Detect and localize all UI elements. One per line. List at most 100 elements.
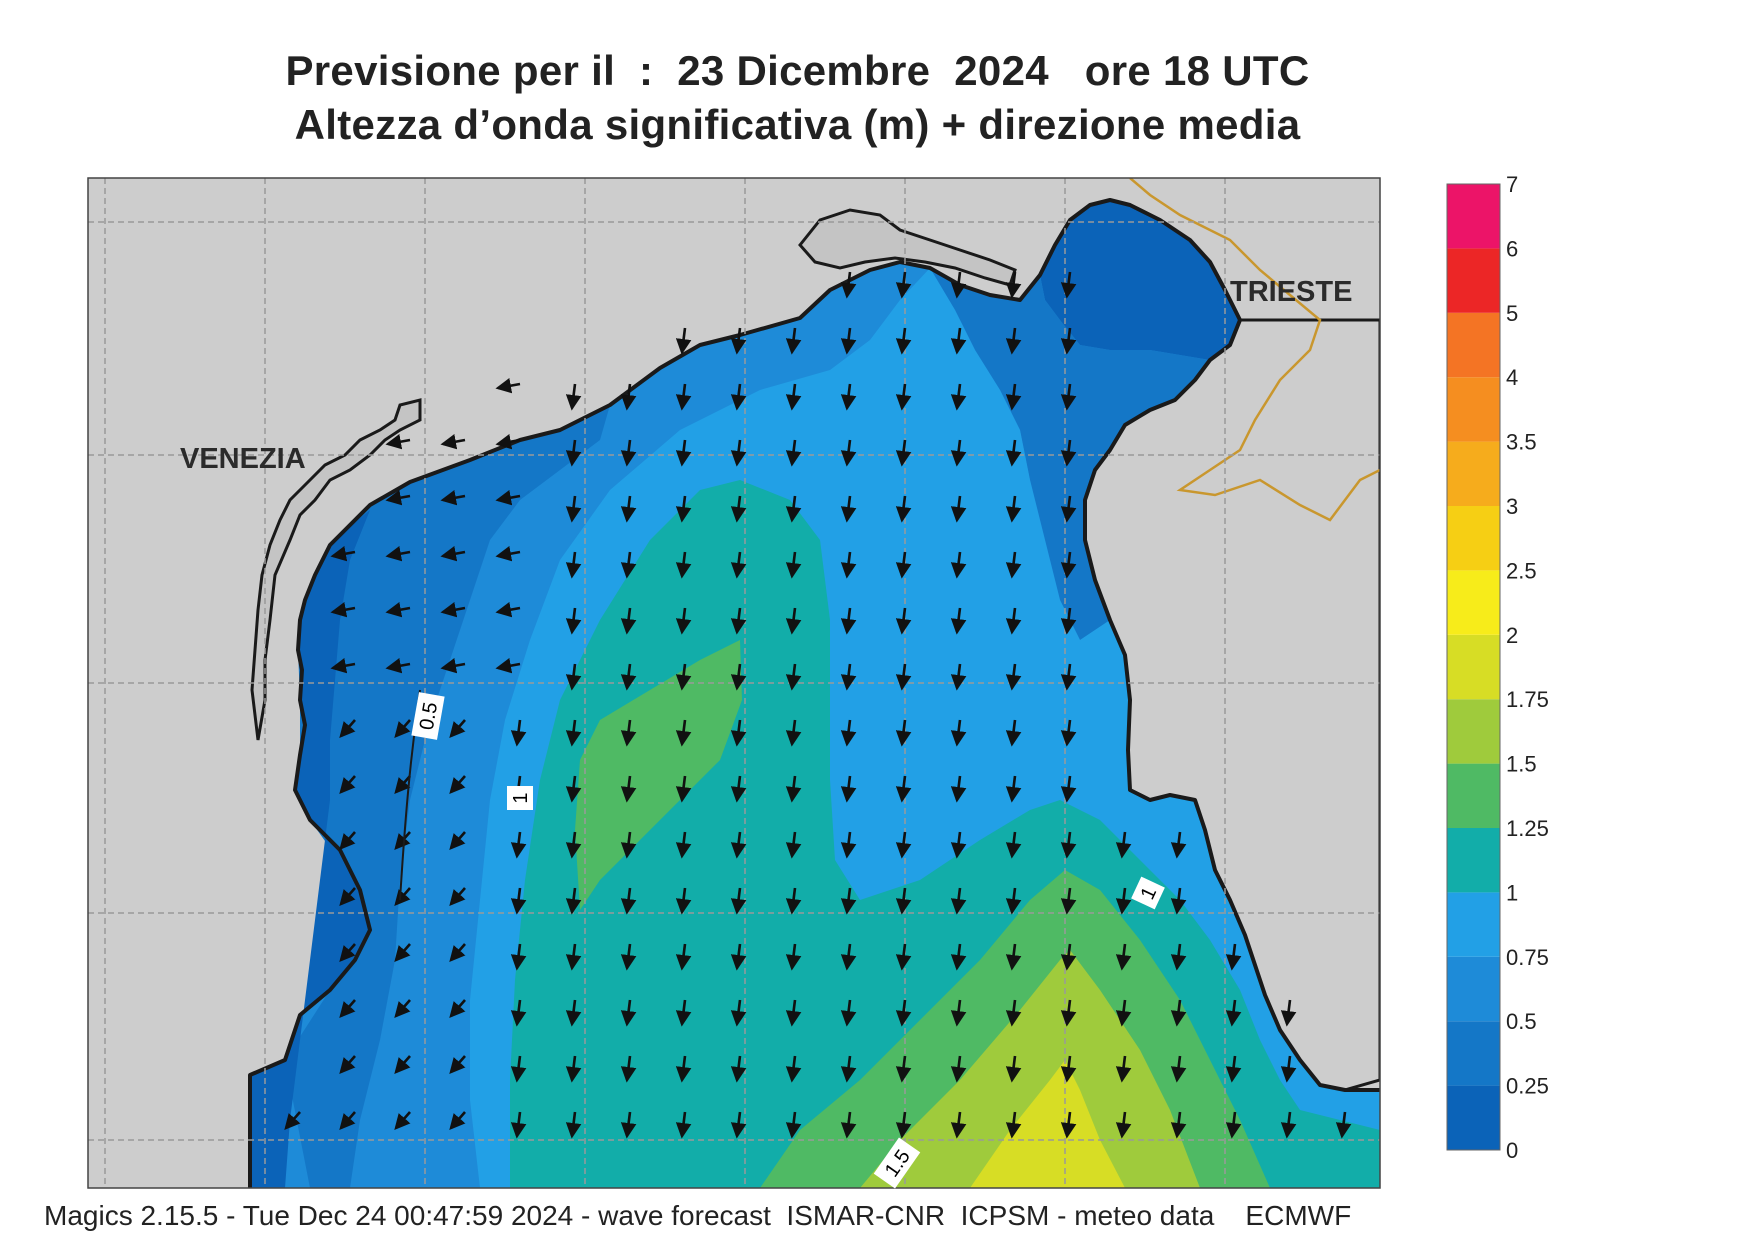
direction-arrow xyxy=(1060,887,1077,915)
direction-arrow xyxy=(730,943,747,971)
direction-arrow xyxy=(1115,999,1132,1027)
direction-arrow xyxy=(620,887,637,915)
direction-arrow xyxy=(785,943,802,971)
colorbar-swatch xyxy=(1447,312,1500,378)
direction-arrow xyxy=(510,831,527,859)
direction-arrow xyxy=(1060,495,1077,523)
direction-arrow xyxy=(730,327,747,355)
colorbar-tick-label: 0.75 xyxy=(1506,945,1549,970)
colorbar-swatch xyxy=(1447,377,1500,442)
direction-arrow xyxy=(1060,551,1077,579)
direction-arrow xyxy=(339,1111,356,1130)
direction-arrow xyxy=(339,943,356,962)
direction-arrow xyxy=(675,943,692,971)
direction-arrow xyxy=(840,495,857,523)
direction-arrow xyxy=(394,999,411,1018)
band-125-west xyxy=(575,640,742,910)
direction-arrow xyxy=(730,607,747,635)
direction-arrow xyxy=(394,887,411,906)
direction-arrow xyxy=(394,775,411,794)
contour-label-05: 0.5 xyxy=(411,692,445,740)
direction-arrow xyxy=(1060,607,1077,635)
direction-arrow xyxy=(950,775,967,803)
direction-arrow xyxy=(730,831,747,859)
direction-arrow xyxy=(1170,1055,1187,1083)
direction-arrow xyxy=(510,943,527,971)
colorbar-tick-label: 1.75 xyxy=(1506,687,1549,712)
direction-arrow xyxy=(510,719,527,747)
direction-arrow xyxy=(1060,439,1077,467)
direction-arrow xyxy=(449,719,466,738)
direction-arrow xyxy=(565,551,582,579)
title-block: Previsione per il : 23 Dicembre 2024 ore… xyxy=(0,44,1595,152)
colorbar-swatch xyxy=(1447,634,1500,700)
direction-arrow xyxy=(950,663,967,691)
direction-arrow xyxy=(565,607,582,635)
direction-arrow xyxy=(675,663,692,691)
direction-arrow xyxy=(730,1055,747,1083)
colorbar-tick-label: 4 xyxy=(1506,365,1518,390)
direction-arrow xyxy=(1005,887,1022,915)
direction-arrow xyxy=(510,1055,527,1083)
direction-arrow xyxy=(565,775,582,803)
colorbar-swatch xyxy=(1447,828,1500,893)
direction-arrow xyxy=(565,719,582,747)
colorbar-swatch xyxy=(1447,184,1500,249)
direction-arrow xyxy=(620,383,637,411)
direction-arrow xyxy=(730,1111,747,1139)
direction-arrow xyxy=(1280,1111,1297,1139)
direction-arrow xyxy=(394,1111,411,1130)
svg-text:0.5: 0.5 xyxy=(416,701,442,732)
direction-arrow xyxy=(394,943,411,962)
colorbar-tick-label: 0 xyxy=(1506,1138,1518,1163)
direction-arrow xyxy=(785,607,802,635)
direction-arrow xyxy=(620,1055,637,1083)
direction-arrow xyxy=(330,602,356,618)
direction-arrow xyxy=(1005,327,1022,355)
direction-arrow xyxy=(1170,831,1187,859)
direction-arrow xyxy=(620,943,637,971)
direction-arrow xyxy=(394,1055,411,1074)
direction-arrow xyxy=(495,378,521,394)
direction-arrow xyxy=(1005,271,1022,299)
direction-arrow xyxy=(385,658,411,674)
direction-arrow xyxy=(394,831,411,850)
direction-arrow xyxy=(1005,943,1022,971)
direction-arrow xyxy=(339,831,356,850)
direction-arrow xyxy=(565,495,582,523)
direction-arrow xyxy=(1005,999,1022,1027)
direction-arrow xyxy=(449,887,466,906)
direction-arrow xyxy=(840,439,857,467)
direction-arrow xyxy=(675,327,692,355)
direction-arrow xyxy=(840,1111,857,1139)
direction-arrow xyxy=(895,1055,912,1083)
direction-arrow xyxy=(1170,999,1187,1027)
direction-arrow xyxy=(675,607,692,635)
direction-arrow xyxy=(785,719,802,747)
direction-arrow xyxy=(1060,943,1077,971)
band-025-west xyxy=(285,405,610,1188)
direction-arrow xyxy=(840,551,857,579)
direction-arrow xyxy=(449,831,466,850)
direction-arrow xyxy=(895,887,912,915)
direction-arrow xyxy=(840,831,857,859)
direction-arrow xyxy=(330,658,356,674)
direction-arrow xyxy=(840,271,857,299)
direction-arrow xyxy=(895,383,912,411)
land-lagoon xyxy=(250,398,422,741)
direction-arrow xyxy=(449,999,466,1018)
direction-arrow xyxy=(895,999,912,1027)
direction-arrow xyxy=(730,999,747,1027)
direction-arrow xyxy=(385,602,411,618)
title-line-1: Previsione per il : 23 Dicembre 2024 ore… xyxy=(285,47,1310,94)
direction-arrow xyxy=(385,490,411,506)
direction-arrow xyxy=(895,551,912,579)
direction-arrow xyxy=(284,1111,301,1130)
direction-arrow xyxy=(1005,495,1022,523)
direction-arrow xyxy=(675,831,692,859)
direction-arrow xyxy=(1060,383,1077,411)
direction-arrow xyxy=(339,775,356,794)
colorbar-tick-label: 1.25 xyxy=(1506,816,1549,841)
direction-arrow xyxy=(895,1111,912,1139)
